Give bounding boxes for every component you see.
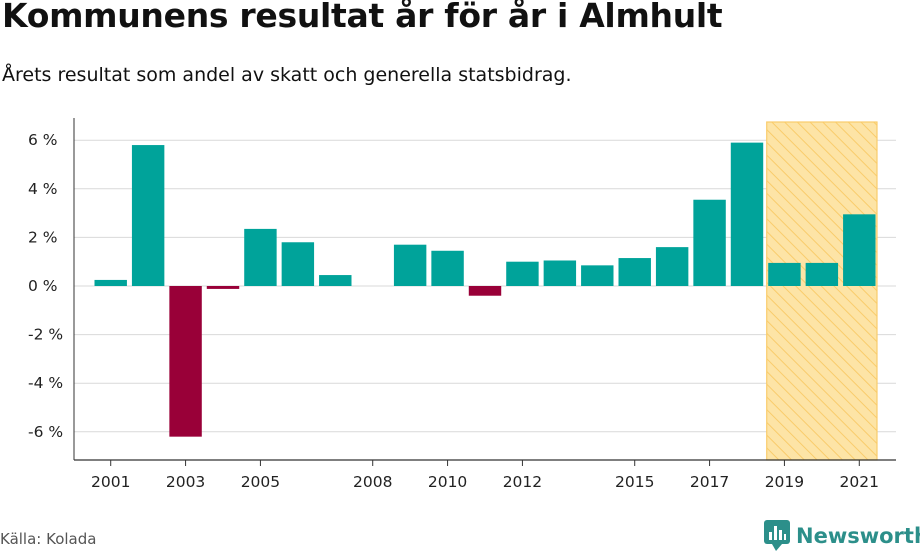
- chart-title: Kommunens resultat år för år i Almhult: [2, 0, 723, 35]
- x-tick-label: 2019: [765, 473, 804, 491]
- bar-2015: [618, 258, 651, 286]
- x-tick-label: 2017: [690, 473, 729, 491]
- x-tick-label: 2015: [615, 473, 654, 491]
- brand-logo: Newsworthy: [764, 520, 920, 552]
- bar-2003: [169, 286, 202, 437]
- bar-2013: [543, 260, 577, 286]
- forecast-highlight-box: [766, 121, 878, 461]
- bar-2006: [281, 242, 315, 286]
- bar-2017: [693, 199, 726, 286]
- x-tick-label: 2010: [428, 473, 467, 491]
- bar-2001: [94, 279, 127, 286]
- bar-2012: [506, 261, 539, 286]
- y-tick-label: -4 %: [28, 374, 63, 392]
- bar-2009: [393, 244, 427, 286]
- bar-2014: [581, 265, 614, 286]
- bar-2020: [805, 262, 839, 286]
- newsworthy-logo-icon: [764, 520, 790, 551]
- x-tick-label: 2001: [91, 473, 130, 491]
- bar-2011: [468, 286, 502, 296]
- y-tick-label: 0 %: [28, 277, 58, 295]
- highlight-region: [766, 121, 878, 461]
- source-note: Källa: Kolada: [0, 530, 97, 548]
- y-tick-label: 2 %: [28, 228, 58, 246]
- brand-name: Newsworthy: [796, 524, 920, 548]
- y-tick-label: 6 %: [28, 131, 58, 149]
- tick-labels: 6 % 4 % 2 % 0 % -2 % -4 % -6 % 2001 2003 2005 2008…: [28, 131, 879, 491]
- bar-2005: [244, 228, 277, 286]
- bar-2016: [655, 247, 689, 286]
- x-tick-label: 2012: [503, 473, 542, 491]
- chart-subtitle: Årets resultat som andel av skatt och ge…: [2, 64, 572, 86]
- x-tick-label: 2005: [241, 473, 280, 491]
- x-tick-label: 2003: [166, 473, 205, 491]
- x-tick-label: 2021: [840, 473, 879, 491]
- bar-2010: [431, 250, 464, 286]
- y-tick-label: -2 %: [28, 326, 63, 344]
- bar-2018: [730, 142, 764, 286]
- bar-2004: [206, 286, 240, 289]
- y-tick-label: -6 %: [28, 423, 63, 441]
- bar-2019: [768, 262, 801, 286]
- bar-2007: [319, 275, 352, 286]
- bars: [94, 142, 876, 437]
- y-tick-label: 4 %: [28, 180, 58, 198]
- bar-2021: [843, 214, 876, 286]
- x-tick-label: 2008: [353, 473, 392, 491]
- bar-2002: [131, 145, 165, 286]
- axes: [73, 118, 896, 466]
